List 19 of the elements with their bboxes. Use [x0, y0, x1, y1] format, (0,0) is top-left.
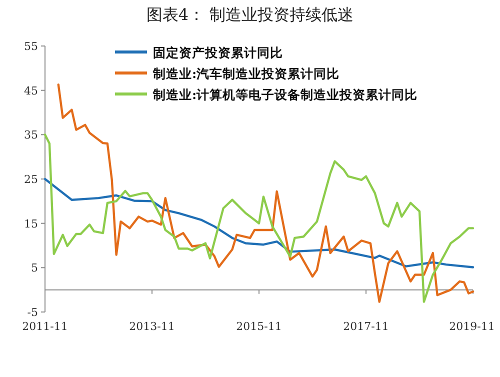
x-tick-label: 2013-11 — [129, 320, 175, 333]
legend-label: 制造业:计算机等电子设备制造业投资累计同比 — [152, 87, 418, 102]
y-tick-label: 5 — [31, 262, 38, 275]
y-tick-label: 55 — [24, 40, 38, 53]
legend-label: 制造业:汽车制造业投资累计同比 — [152, 66, 340, 81]
x-tick-label: 2017-11 — [343, 320, 389, 333]
line-series — [44, 134, 474, 303]
line-series — [57, 83, 474, 303]
y-tick-label: 15 — [24, 217, 38, 230]
legend-label: 固定资产投资累计同比 — [153, 45, 283, 60]
y-tick-label: 25 — [24, 173, 38, 186]
y-tick-label: -5 — [27, 306, 38, 319]
x-tick-label: 2011-11 — [22, 320, 68, 333]
y-tick-label: 45 — [24, 84, 38, 98]
line-series — [44, 178, 474, 268]
chart-title: 图表4： 制造业投资持续低迷 — [146, 5, 354, 24]
x-tick-label: 2019-11 — [449, 320, 495, 333]
y-tick-label: 35 — [24, 128, 38, 142]
x-tick-label: 2015-11 — [236, 320, 282, 333]
